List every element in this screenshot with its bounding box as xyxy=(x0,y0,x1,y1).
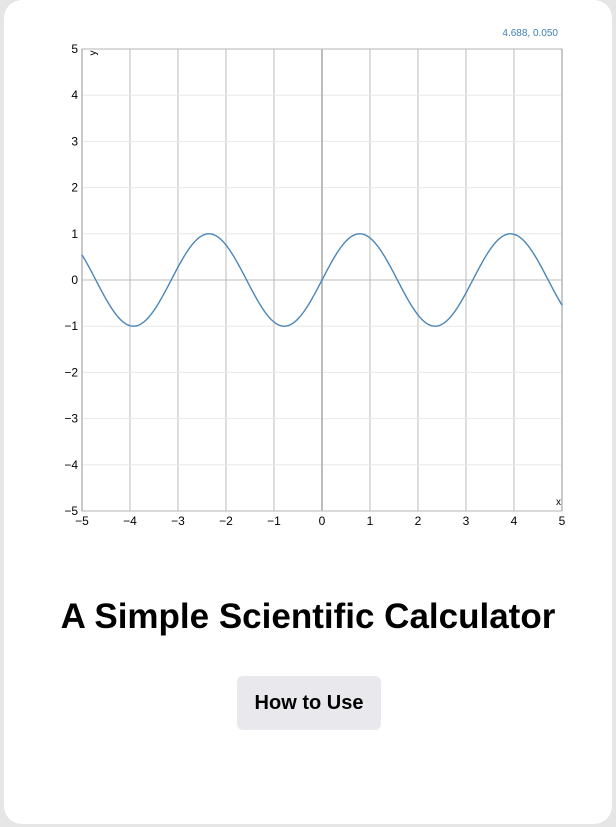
plot-curve-group xyxy=(81,233,563,327)
x-tick-label: 3 xyxy=(463,514,470,528)
y-tick-label: −5 xyxy=(64,504,78,518)
x-tick-label: −5 xyxy=(75,514,89,528)
y-tick-label: 0 xyxy=(71,273,78,287)
y-tick-label: 5 xyxy=(71,42,78,56)
y-tick-label: 4 xyxy=(71,88,78,102)
x-tick-label: −3 xyxy=(171,514,185,528)
x-tick-label: −1 xyxy=(267,514,281,528)
y-tick-label: −4 xyxy=(64,458,78,472)
y-tick-label: −1 xyxy=(64,319,78,333)
y-tick-label: −3 xyxy=(64,412,78,426)
plot-tick-labels: −5 −4 −3 −2 −1 0 1 2 3 4 5 −5 −4 −3 −2 −1 0 1 2 3 4 5 x y xyxy=(64,42,565,528)
x-tick-label: 4 xyxy=(511,514,518,528)
plot-curve-line xyxy=(81,233,563,327)
x-tick-label: 1 xyxy=(367,514,374,528)
x-tick-label: 0 xyxy=(319,514,326,528)
x-axis-label: x xyxy=(556,497,561,508)
x-tick-label: −4 xyxy=(123,514,137,528)
coordinate-readout: 4.688, 0.050 xyxy=(502,28,558,39)
x-tick-label: −2 xyxy=(219,514,233,528)
function-plot[interactable]: −5 −4 −3 −2 −1 0 1 2 3 4 5 −5 −4 −3 −2 −1 0 1 2 3 4 5 x y xyxy=(0,0,616,560)
how-to-use-button[interactable]: How to Use xyxy=(237,676,381,730)
y-tick-label: 2 xyxy=(71,181,78,195)
y-tick-label: 1 xyxy=(71,227,78,241)
y-axis-label: y xyxy=(88,51,99,56)
y-tick-label: 3 xyxy=(71,134,78,148)
page-title: A Simple Scientific Calculator xyxy=(60,597,556,636)
x-tick-label: 5 xyxy=(559,514,566,528)
y-tick-label: −2 xyxy=(64,365,78,379)
x-tick-label: 2 xyxy=(415,514,422,528)
